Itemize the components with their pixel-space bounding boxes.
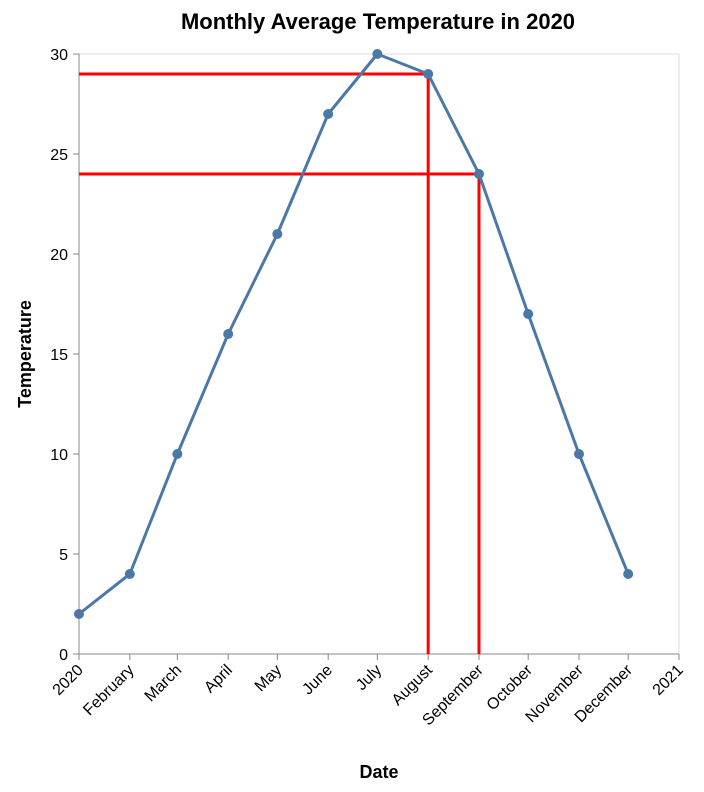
data-point <box>423 69 434 79</box>
x-tick-label: 2021 <box>650 662 687 699</box>
y-tick-label: 5 <box>59 547 68 564</box>
y-axis-title: Temperature <box>15 300 35 408</box>
x-tick-label: August <box>389 661 437 709</box>
data-point <box>172 449 183 459</box>
y-axis: 0 5 10 15 20 25 30 <box>50 47 80 664</box>
y-tick-label: 20 <box>50 247 68 264</box>
data-point <box>223 329 234 339</box>
plot-frame <box>78 53 680 655</box>
y-tick-label: 10 <box>50 447 68 464</box>
data-point <box>474 169 484 179</box>
y-tick-label: 15 <box>50 347 68 364</box>
y-tick-label: 0 <box>59 647 68 664</box>
x-tick-label: March <box>142 662 185 705</box>
x-tick-label: February <box>80 662 137 719</box>
data-point <box>74 609 84 619</box>
x-tick-label: June <box>299 662 336 699</box>
y-tick-label: 30 <box>50 47 68 64</box>
x-tick-label: 2020 <box>50 662 87 699</box>
x-tick-label: April <box>201 662 236 697</box>
data-point <box>574 449 584 459</box>
data-point <box>323 109 334 119</box>
data-point <box>124 569 135 579</box>
highlight-lines <box>79 72 481 654</box>
data-point <box>623 569 634 579</box>
chart-title: Monthly Average Temperature in 2020 <box>181 9 575 34</box>
x-tick-label: July <box>353 662 385 694</box>
y-tick-label: 25 <box>50 147 68 164</box>
data-point <box>272 229 283 239</box>
series-line <box>78 52 630 616</box>
x-axis-title: Date <box>359 762 398 782</box>
x-tick-label: October <box>484 661 537 714</box>
data-point <box>523 309 534 319</box>
x-tick-label: May <box>252 662 285 695</box>
data-point <box>372 49 383 59</box>
series <box>74 49 634 619</box>
